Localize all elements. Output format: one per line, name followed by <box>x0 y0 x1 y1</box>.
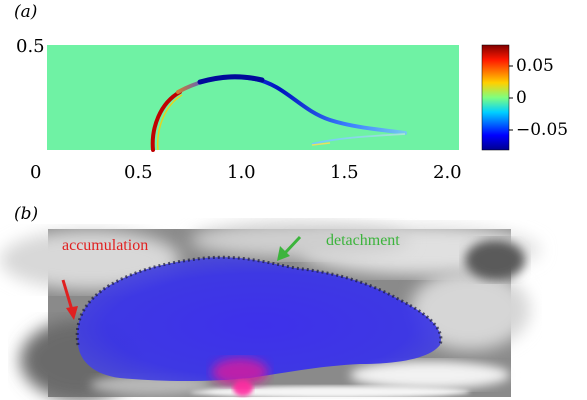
detachment-annotation: detachment <box>326 232 400 249</box>
positive-front-halo <box>156 94 183 151</box>
trailing-feature-yellow <box>311 142 331 146</box>
y-tick-label: 0.5 <box>16 36 45 57</box>
colorbar-tick-label: −0.05 <box>516 120 569 140</box>
positive-front-curve <box>150 90 182 152</box>
detachment-arrow <box>277 235 302 261</box>
x-tick-label: 2.0 <box>433 162 462 183</box>
x-tick-label: 0.5 <box>124 162 153 183</box>
x-tick-label: 1.0 <box>227 162 256 183</box>
accumulation-arrow <box>61 279 78 320</box>
colorbar-tick-label: 0.05 <box>516 56 554 76</box>
negative-arc-core <box>197 74 265 85</box>
x-tick-label: 0 <box>30 162 42 183</box>
accumulation-annotation: accumulation <box>62 237 149 254</box>
panel-b-label: (b) <box>14 204 39 224</box>
x-tick-label: 1.5 <box>330 162 359 183</box>
colorbar-tick-label: 0 <box>516 88 527 108</box>
experiment-photo <box>0 222 540 400</box>
trailing-feature <box>311 133 406 145</box>
panel-a-label: (a) <box>14 2 38 22</box>
colorbar <box>482 45 509 150</box>
gravity-current-blob <box>77 257 441 381</box>
